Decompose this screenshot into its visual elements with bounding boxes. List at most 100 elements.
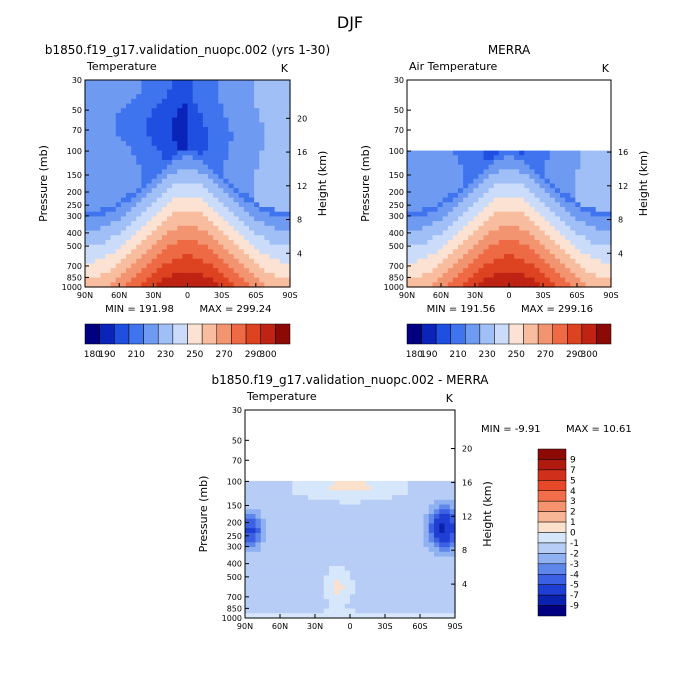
field-cell — [514, 159, 520, 166]
field-cell — [233, 230, 240, 236]
field-cell — [266, 495, 272, 501]
field-cell — [458, 239, 464, 246]
field-cell — [422, 178, 428, 185]
field-cell — [413, 547, 419, 553]
field-cell — [254, 108, 260, 114]
field-cell — [580, 197, 587, 203]
field-cell — [156, 127, 163, 133]
field-cell — [95, 254, 101, 260]
field-cell — [519, 254, 525, 260]
field-cell — [365, 580, 372, 586]
field-cell — [434, 495, 440, 501]
colorbar-swatch — [596, 323, 612, 345]
field-cell — [437, 188, 444, 194]
field-cell — [249, 192, 255, 199]
field-cell — [269, 230, 276, 236]
field-cell — [259, 249, 265, 255]
field-cell — [473, 235, 479, 241]
field-cell — [600, 211, 607, 218]
field-cell — [439, 603, 446, 610]
field-cell — [439, 514, 446, 520]
field-cell — [534, 249, 541, 255]
x-tick-label: 0 — [506, 291, 511, 300]
field-cell — [192, 89, 199, 95]
field-cell — [514, 268, 520, 274]
field-cell — [95, 202, 101, 208]
field-cell — [187, 207, 194, 213]
field-cell — [509, 230, 515, 236]
field-cell — [156, 122, 163, 128]
field-cell — [208, 202, 214, 208]
field-cell — [544, 230, 551, 236]
field-cell — [187, 141, 194, 147]
field-cell — [255, 499, 262, 506]
field-cell — [292, 603, 299, 610]
field-cell — [413, 566, 419, 572]
y-tick-label: 200 — [227, 519, 242, 528]
field-cell — [131, 84, 137, 91]
field-cell — [549, 258, 556, 265]
field-cell — [329, 547, 335, 553]
field-cell — [269, 136, 276, 142]
field-cell — [161, 272, 168, 279]
field-cell — [284, 263, 291, 269]
field-cell — [524, 239, 530, 246]
field-cell — [151, 136, 158, 142]
field-cell — [172, 178, 178, 185]
field-cell — [233, 211, 240, 218]
field-cell — [146, 202, 153, 208]
field-cell — [218, 263, 224, 269]
field-cell — [115, 254, 122, 260]
field-cell — [524, 169, 530, 175]
field-cell — [590, 272, 597, 279]
field-cell — [355, 532, 362, 539]
field-cell — [444, 580, 451, 586]
field-cell — [308, 532, 314, 539]
field-cell — [360, 566, 367, 572]
field-cell — [381, 523, 388, 529]
field-cell — [297, 580, 304, 586]
field-cell — [381, 594, 388, 600]
colorbar-label: 270 — [216, 350, 233, 360]
field-cell — [249, 183, 255, 189]
field-cell — [334, 509, 341, 515]
field-cell — [292, 509, 299, 515]
field-cell — [287, 523, 293, 529]
field-cell — [360, 532, 367, 539]
field-cell — [386, 509, 393, 515]
field-cell — [407, 277, 413, 283]
field-cell — [192, 159, 199, 166]
field-cell — [281, 528, 288, 534]
field-cell — [580, 150, 587, 156]
field-cell — [334, 584, 341, 591]
field-cell — [254, 169, 260, 175]
field-cell — [493, 197, 500, 203]
field-cell — [264, 258, 271, 265]
field-cell — [228, 108, 235, 114]
y-tick-label: 500 — [227, 573, 242, 582]
field-cell — [276, 556, 283, 562]
field-cell — [468, 216, 474, 222]
field-cell — [463, 188, 469, 194]
field-cell — [418, 495, 425, 501]
field-cell — [208, 216, 214, 222]
field-cell — [386, 594, 393, 600]
field-cell — [407, 542, 414, 548]
field-cell — [371, 495, 377, 501]
field-cell — [529, 225, 536, 232]
field-cell — [126, 207, 132, 213]
field-cell — [595, 263, 602, 269]
field-cell — [249, 122, 255, 128]
field-cell — [172, 188, 178, 194]
field-cell — [245, 613, 251, 619]
field-cell — [519, 155, 525, 161]
field-cell — [85, 178, 91, 185]
field-cell — [238, 282, 245, 288]
field-cell — [187, 122, 194, 128]
field-cell — [249, 150, 255, 156]
field-cell — [115, 239, 122, 246]
field-cell — [371, 551, 377, 558]
field-cell — [223, 216, 230, 222]
field-cell — [432, 202, 439, 208]
field-cell — [156, 230, 163, 236]
